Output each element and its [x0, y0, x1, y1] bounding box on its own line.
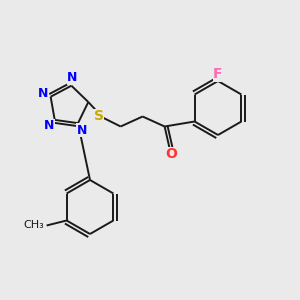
- Text: O: O: [166, 148, 178, 161]
- Text: CH₃: CH₃: [24, 220, 45, 230]
- Text: N: N: [76, 124, 87, 137]
- Text: N: N: [38, 87, 49, 100]
- Text: N: N: [67, 71, 78, 84]
- Text: S: S: [94, 110, 103, 124]
- Text: F: F: [213, 67, 223, 81]
- Text: N: N: [44, 119, 54, 132]
